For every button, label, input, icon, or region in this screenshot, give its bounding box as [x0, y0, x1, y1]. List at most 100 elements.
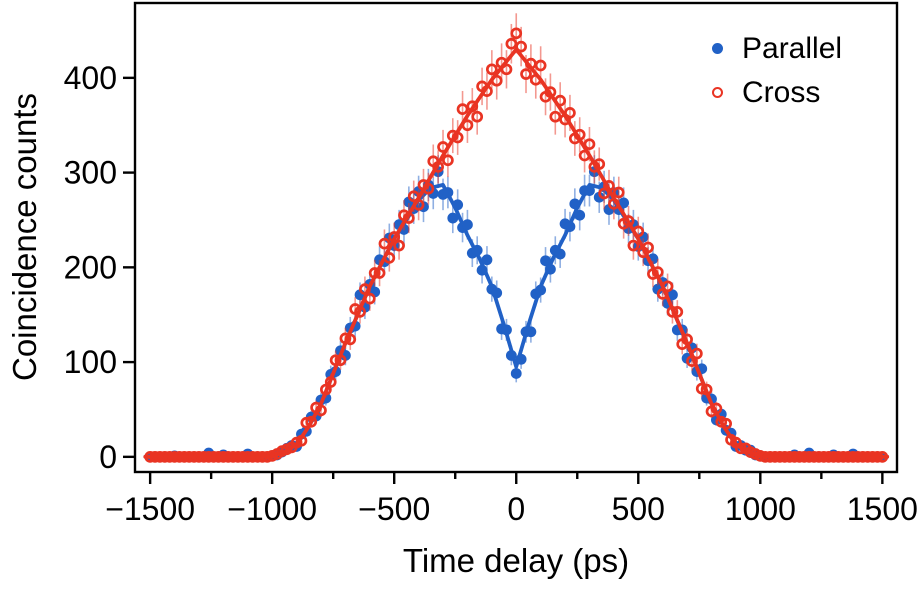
data-point — [691, 347, 703, 360]
data-point — [720, 417, 732, 430]
data-point — [295, 434, 308, 447]
data-point — [618, 197, 630, 209]
parallel-marker-icon — [712, 43, 723, 54]
data-point — [451, 131, 464, 144]
data-point — [300, 416, 313, 429]
data-point — [427, 188, 439, 199]
data-point — [481, 254, 493, 266]
data-point — [695, 382, 708, 395]
cross-marker-icon — [712, 87, 723, 98]
data-point — [515, 40, 527, 53]
data-point — [334, 354, 347, 367]
data-point — [500, 63, 513, 76]
data-point — [578, 149, 591, 162]
data-point — [622, 215, 635, 227]
data-point — [329, 354, 342, 367]
data-point — [456, 103, 469, 115]
x-tick-label: 500 — [612, 491, 665, 527]
data-point — [407, 190, 420, 203]
data-point — [339, 332, 352, 345]
x-tick-label: 1500 — [847, 491, 918, 527]
data-point — [671, 306, 684, 318]
data-point — [700, 383, 713, 396]
y-tick-label: 300 — [64, 155, 117, 191]
data-point — [412, 198, 425, 211]
legend-item-cross: Cross — [712, 77, 842, 108]
data-point — [632, 225, 645, 238]
data-point — [515, 353, 527, 365]
data-point — [593, 191, 605, 203]
data-point — [574, 209, 586, 221]
data-point — [871, 450, 884, 463]
y-tick-label: 0 — [99, 439, 117, 475]
legend-label-parallel: Parallel — [742, 32, 843, 65]
data-point — [666, 306, 679, 318]
data-point — [554, 94, 567, 107]
data-point — [501, 324, 512, 336]
data-point — [368, 267, 381, 279]
data-point — [393, 239, 405, 252]
data-point — [422, 182, 435, 195]
legend-label-cross: Cross — [742, 76, 821, 109]
fit-line-cross — [143, 47, 890, 459]
data-point — [378, 237, 391, 250]
data-point — [315, 404, 327, 417]
data-point — [466, 100, 479, 113]
data-point — [661, 280, 674, 293]
data-point — [593, 158, 606, 170]
y-tick-label: 100 — [64, 344, 117, 380]
data-point — [476, 264, 488, 276]
data-point — [642, 241, 654, 254]
data-point — [344, 333, 357, 346]
data-point — [462, 219, 473, 231]
data-point — [505, 37, 518, 50]
data-point — [540, 255, 551, 267]
data-point — [627, 239, 640, 252]
data-point — [876, 450, 889, 463]
data-point — [452, 199, 464, 211]
data-point — [603, 180, 615, 192]
data-point — [573, 128, 586, 141]
x-axis-title: Time delay (ps) — [403, 542, 629, 579]
x-tick-label: 1000 — [725, 491, 796, 527]
data-point — [359, 283, 371, 295]
data-point — [485, 63, 498, 76]
x-tick-label: −500 — [358, 491, 430, 527]
data-point — [544, 86, 557, 98]
data-point — [667, 289, 678, 301]
data-point — [471, 244, 483, 256]
data-point — [491, 287, 503, 299]
data-point — [388, 231, 401, 243]
data-point — [535, 284, 547, 296]
data-point — [510, 368, 522, 379]
y-tick-label: 400 — [64, 60, 117, 96]
data-point — [564, 107, 576, 119]
data-point — [510, 27, 523, 40]
data-point — [442, 187, 454, 198]
data-point — [549, 110, 562, 123]
data-point — [564, 221, 576, 233]
data-point — [554, 248, 566, 260]
data-point — [481, 85, 493, 97]
x-tick-label: −1500 — [105, 491, 195, 527]
data-point — [442, 154, 454, 167]
x-tick-label: 0 — [507, 491, 525, 527]
x-tick-label: −1000 — [227, 491, 317, 527]
data-point — [305, 415, 318, 428]
data-point — [612, 186, 625, 199]
data-point — [734, 442, 747, 455]
data-point — [681, 333, 693, 346]
data-point — [545, 263, 556, 275]
data-point — [461, 119, 474, 132]
data-point — [373, 267, 386, 279]
data-point — [354, 306, 366, 318]
data-point — [324, 376, 337, 388]
data-point — [432, 161, 444, 173]
data-point — [583, 138, 596, 151]
data-point — [710, 402, 723, 415]
data-point — [651, 266, 664, 278]
series-parallel — [143, 155, 890, 463]
data-point — [403, 212, 415, 224]
